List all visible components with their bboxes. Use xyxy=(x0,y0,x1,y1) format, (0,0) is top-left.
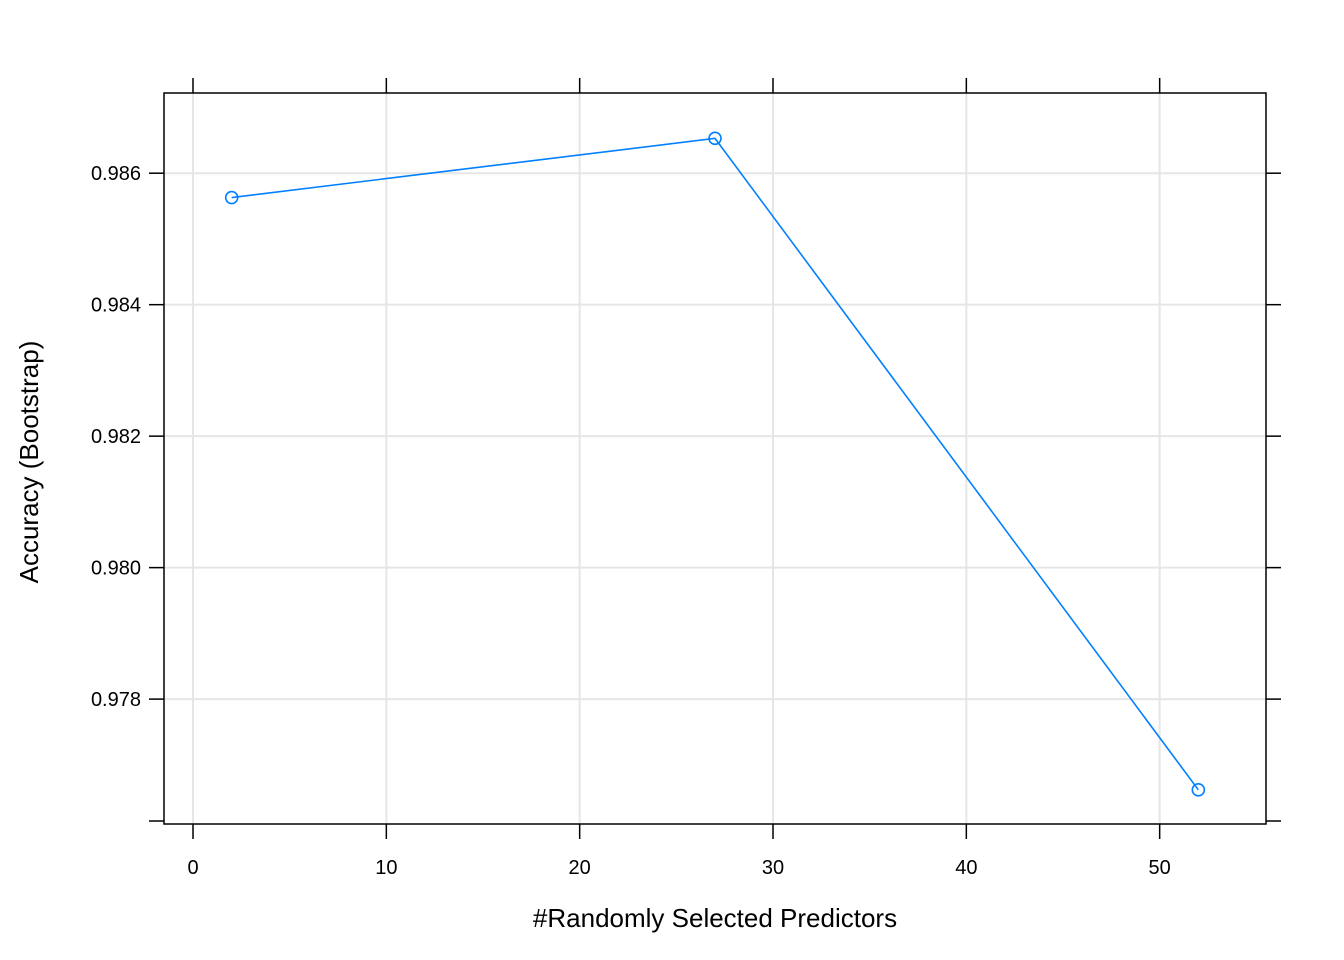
data-point xyxy=(1191,783,1206,797)
data-point xyxy=(224,190,239,205)
y-axis-title: Accuracy (Bootstrap) xyxy=(14,341,44,584)
y-tick-label: 0.980 xyxy=(91,558,141,580)
x-tick-label: 40 xyxy=(955,857,977,879)
series-line xyxy=(231,137,1199,791)
x-tick-label: 50 xyxy=(1149,857,1171,879)
x-tick-label: 30 xyxy=(762,857,784,879)
y-tick-label: 0.982 xyxy=(91,426,141,448)
y-tick-label: 0.984 xyxy=(91,295,141,317)
x-tick-label: 10 xyxy=(375,857,397,879)
y-tick-label: 0.986 xyxy=(91,163,141,185)
data-series xyxy=(224,131,1206,797)
y-tick-label: 0.978 xyxy=(91,689,141,711)
grid xyxy=(164,93,1266,824)
x-axis-title: #Randomly Selected Predictors xyxy=(533,903,897,933)
x-tick-label: 0 xyxy=(187,857,198,879)
plot-panel xyxy=(163,92,1267,825)
x-tick-label: 20 xyxy=(569,857,591,879)
data-point xyxy=(708,131,722,146)
axis-ticks: 0 10 20 30 40 50 0.978 0.980 0.982 0.984 0.986 xyxy=(91,78,1281,879)
